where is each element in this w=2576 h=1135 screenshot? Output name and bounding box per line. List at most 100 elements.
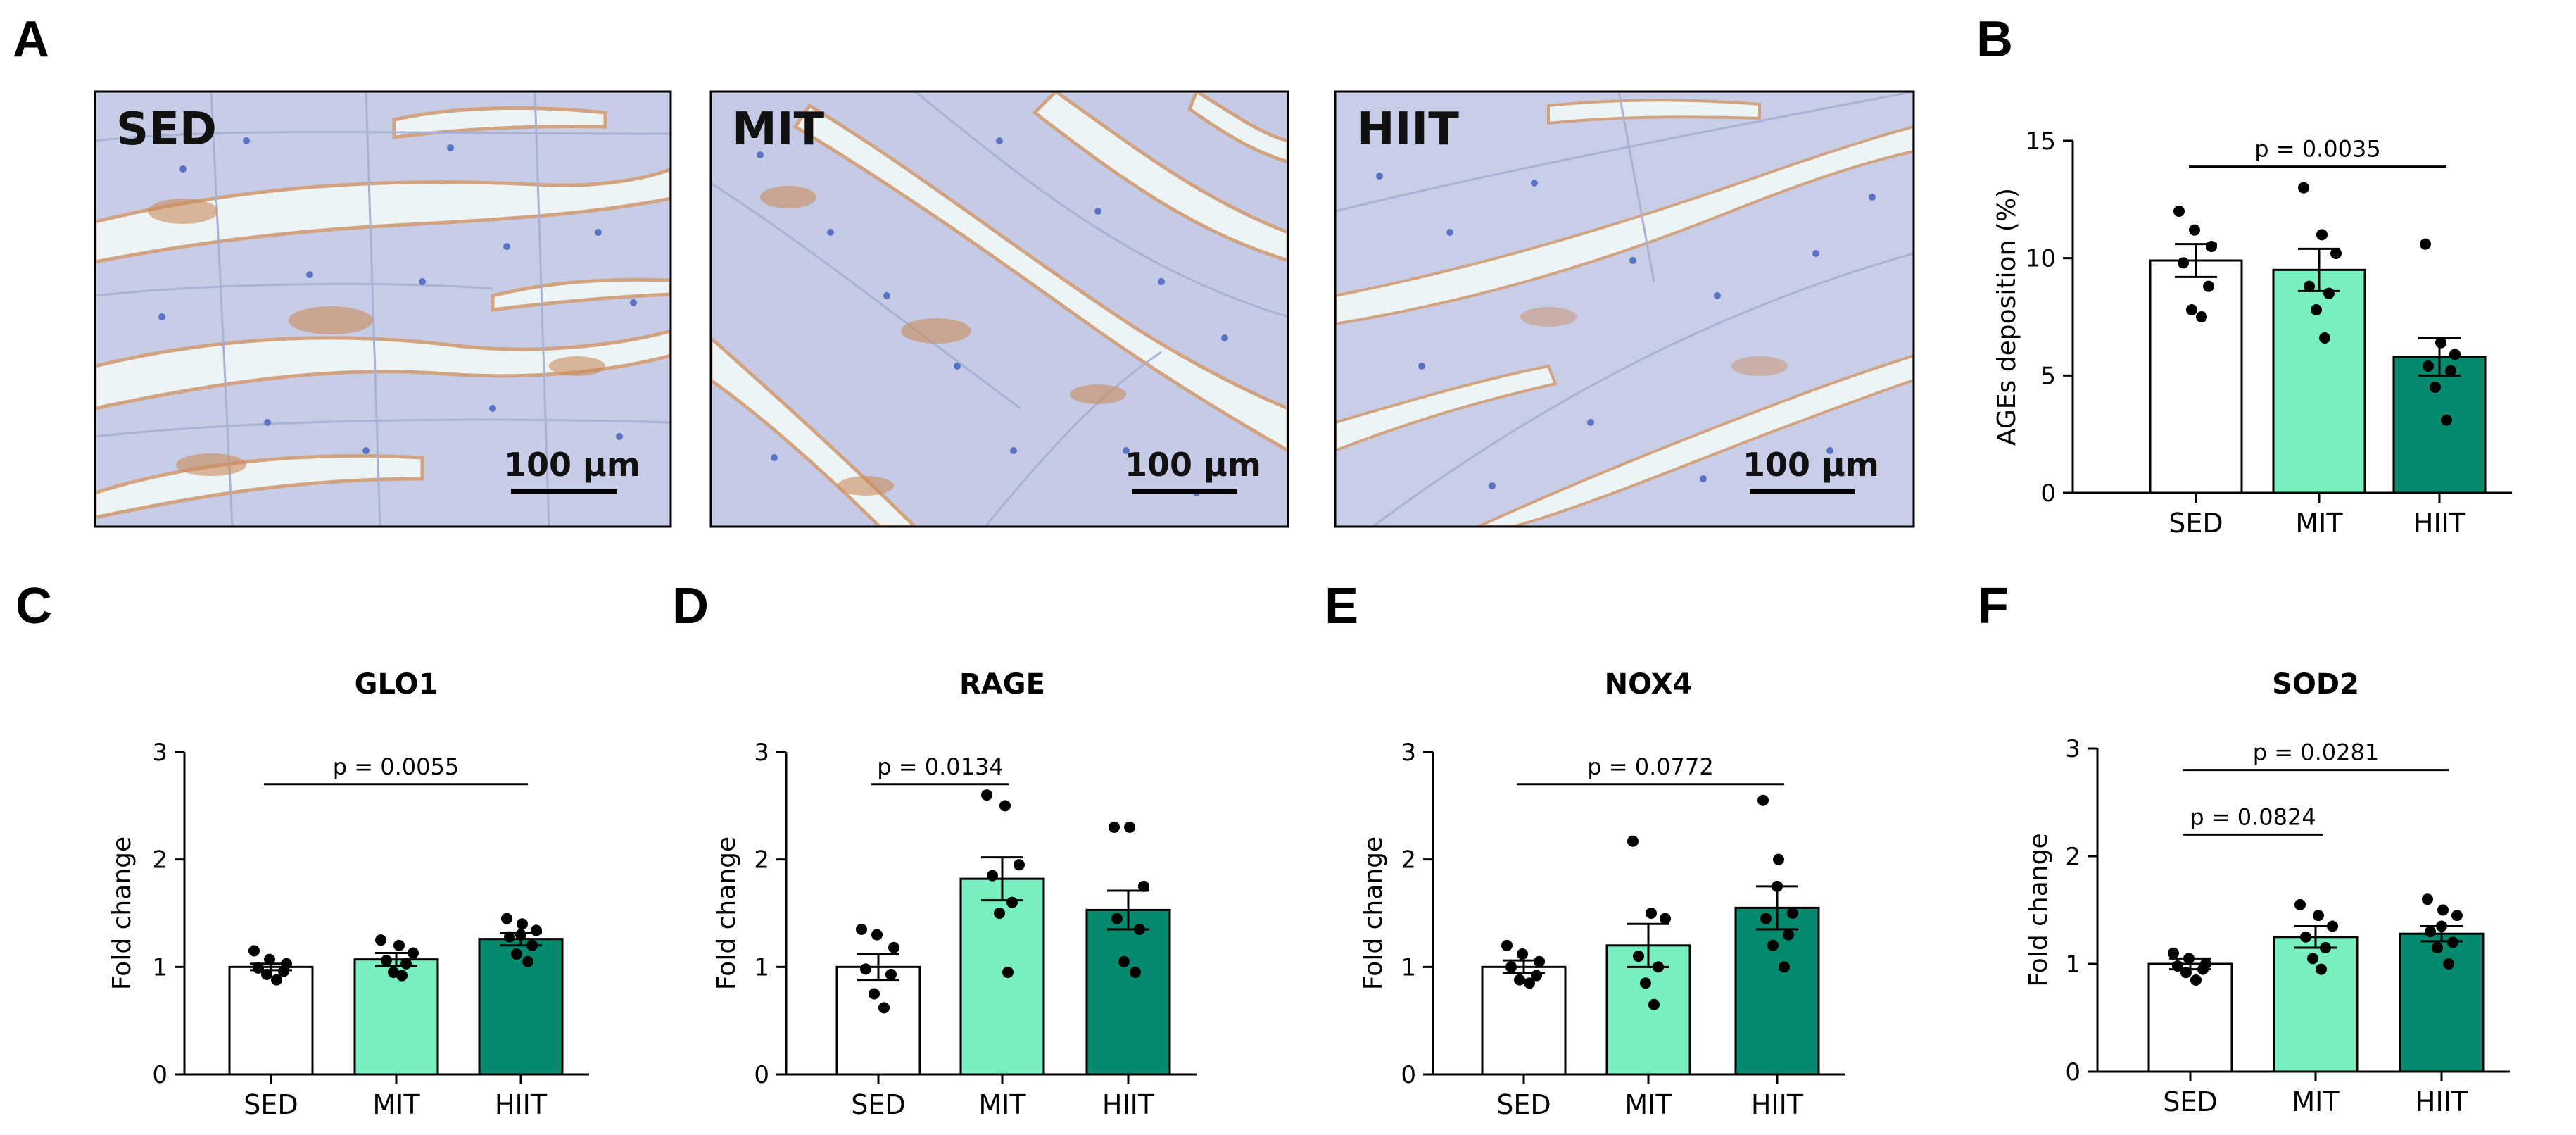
data-point xyxy=(381,955,392,967)
x-tick-label: SED xyxy=(244,1089,298,1120)
data-point xyxy=(2443,958,2454,970)
data-point xyxy=(393,939,405,951)
x-tick-label: HIIT xyxy=(2416,1086,2468,1117)
chart-title: NOX4 xyxy=(1605,668,1693,701)
data-point xyxy=(1505,961,1517,973)
data-point xyxy=(1517,948,1528,960)
x-tick-label: HIIT xyxy=(1751,1089,1804,1120)
data-point xyxy=(888,941,899,953)
data-point xyxy=(2441,414,2452,426)
data-point xyxy=(2168,947,2179,959)
data-point xyxy=(856,923,867,935)
x-tick-label: SED xyxy=(2163,1086,2217,1117)
y-axis-label: Fold change xyxy=(2024,833,2053,986)
y-axis-label: Fold change xyxy=(108,836,137,990)
x-tick-label: SED xyxy=(1496,1089,1551,1120)
data-point xyxy=(253,962,264,974)
data-point xyxy=(388,966,399,978)
micrograph-hiit: HIIT 100 µm xyxy=(1334,90,1915,528)
data-point xyxy=(2316,963,2327,975)
x-tick-label: SED xyxy=(2168,508,2223,539)
data-point xyxy=(248,945,260,957)
fiber-borders xyxy=(1335,92,1914,527)
interstitial-spaces xyxy=(95,106,671,520)
p-value-label: p = 0.0134 xyxy=(877,753,1003,780)
x-tick-label: HIIT xyxy=(495,1089,548,1120)
data-point xyxy=(2420,238,2431,250)
y-tick-label: 15 xyxy=(2026,127,2056,156)
p-value-label: p = 0.0772 xyxy=(1587,753,1713,780)
data-point xyxy=(2327,920,2338,932)
y-tick-label: 0 xyxy=(2065,1058,2081,1086)
data-point xyxy=(375,934,386,946)
data-point xyxy=(1109,821,1120,833)
data-point xyxy=(2425,926,2436,938)
y-tick-label: 3 xyxy=(152,739,168,767)
data-point xyxy=(1501,939,1513,951)
data-point xyxy=(1118,955,1130,967)
y-tick-label: 1 xyxy=(2065,951,2081,979)
data-point xyxy=(2172,960,2183,972)
data-point xyxy=(1531,970,1542,982)
data-point xyxy=(1130,966,1141,978)
data-point xyxy=(261,969,272,981)
data-point xyxy=(2445,365,2456,377)
data-point xyxy=(2432,942,2443,954)
micrograph-sed: SED 100 µm xyxy=(94,90,672,528)
x-tick-label: HIIT xyxy=(2413,508,2466,539)
y-tick-label: 0 xyxy=(1401,1061,1416,1089)
micrograph-label: HIIT xyxy=(1357,104,1459,156)
data-point xyxy=(501,913,512,924)
data-point xyxy=(264,953,275,965)
data-point xyxy=(1524,977,1535,989)
x-tick-label: HIIT xyxy=(1102,1089,1155,1120)
panel-label-d: D xyxy=(672,578,709,634)
data-point xyxy=(2436,920,2447,932)
y-tick-label: 1 xyxy=(1401,953,1416,982)
fiber-borders xyxy=(95,92,671,527)
x-tick-label: MIT xyxy=(978,1089,1026,1120)
data-point xyxy=(2173,206,2185,217)
chart-ages-deposition: AGEs deposition (%) 0 5 10 15 SED MIT HIIT p = 0… xyxy=(1993,127,2512,539)
x-tick-label: MIT xyxy=(1624,1089,1672,1120)
nuclei xyxy=(757,137,1228,496)
stain-patches xyxy=(760,186,1126,496)
panel-label-f: F xyxy=(1978,578,2009,634)
data-point xyxy=(1138,880,1149,892)
y-tick-label: 3 xyxy=(2065,735,2081,763)
data-point xyxy=(2319,332,2330,344)
y-tick-label: 0 xyxy=(2040,479,2056,508)
bar-sed xyxy=(2149,259,2243,494)
bar-hiit xyxy=(1085,908,1171,1076)
data-point xyxy=(2203,280,2214,292)
bar-hiit xyxy=(2399,932,2485,1073)
data-point xyxy=(2447,936,2458,948)
data-point xyxy=(1006,896,1018,908)
data-point xyxy=(1534,955,1545,967)
bar-hiit xyxy=(2392,356,2487,494)
data-point xyxy=(2196,311,2207,322)
y-tick-label: 1 xyxy=(754,953,769,982)
data-point xyxy=(408,947,419,959)
data-point xyxy=(1646,908,1657,919)
data-point xyxy=(1002,966,1014,978)
data-point xyxy=(517,918,528,930)
data-point xyxy=(2435,337,2446,349)
tissue-background xyxy=(95,92,671,527)
data-point xyxy=(2307,953,2318,965)
data-point xyxy=(2449,349,2461,360)
data-point xyxy=(515,929,526,941)
data-point xyxy=(2298,182,2309,194)
data-point xyxy=(981,789,992,801)
data-point xyxy=(2423,360,2434,372)
data-point xyxy=(1640,977,1651,989)
data-point xyxy=(511,948,522,960)
chart-title: SOD2 xyxy=(2272,668,2359,701)
micrograph-label: MIT xyxy=(732,104,825,156)
data-point xyxy=(1773,853,1784,865)
data-point xyxy=(2422,893,2433,905)
p-value-label: p = 0.0824 xyxy=(2190,803,2316,830)
data-point xyxy=(1633,951,1644,962)
data-point xyxy=(2313,910,2324,922)
data-point xyxy=(2316,229,2328,241)
